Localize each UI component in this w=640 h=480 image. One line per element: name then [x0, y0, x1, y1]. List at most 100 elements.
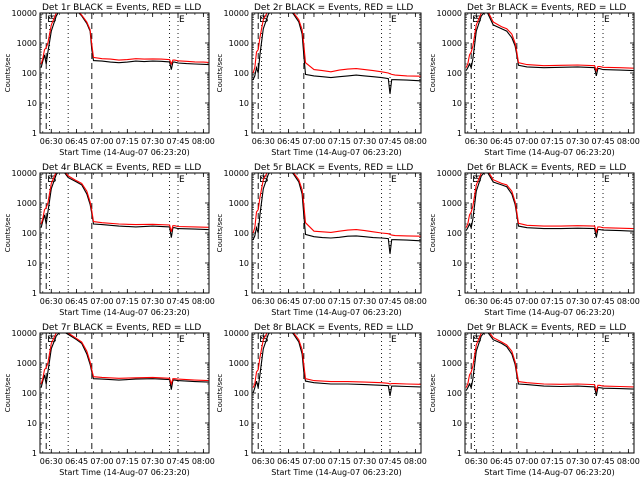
plot-frame: [251, 172, 422, 294]
x-tick-label: 08:00: [404, 137, 427, 146]
time-marker-label: E: [179, 175, 185, 185]
series-lld-line: [40, 13, 209, 66]
y-tick-label: 100: [22, 389, 37, 398]
time-marker-label: S: [51, 335, 57, 345]
x-axis-label: Start Time (14-Aug-07 06:23:20): [59, 468, 190, 477]
y-tick-label: 100: [22, 229, 37, 238]
time-marker-label: S: [263, 335, 269, 345]
panel-title: Det 1r BLACK = Events, RED = LLD: [42, 3, 201, 13]
x-tick-label: 06:30: [252, 457, 275, 466]
y-tick-label: 1: [457, 289, 462, 298]
x-tick-label: 07:15: [541, 137, 564, 146]
y-tick-label: 1000: [229, 39, 249, 48]
y-tick-label: 100: [447, 389, 462, 398]
panel-title: Det 9r BLACK = Events, RED = LLD: [467, 323, 626, 333]
x-tick-label: 07:45: [591, 297, 614, 306]
time-marker-label: E: [472, 175, 478, 185]
x-tick-label: 07:15: [328, 137, 351, 146]
panel-9: Det 9r BLACK = Events, RED = LLD Counts/s…: [429, 323, 640, 477]
y-axis-label: Counts/sec: [429, 374, 437, 413]
x-tick-label: 07:00: [515, 297, 538, 306]
x-axis-label: Start Time (14-Aug-07 06:23:20): [59, 308, 190, 317]
y-tick-label: 10: [239, 99, 249, 108]
plot-frame: [251, 12, 422, 134]
x-axis-label: Start Time (14-Aug-07 06:23:20): [271, 148, 402, 157]
time-marker-label: E: [179, 15, 185, 25]
y-tick-label: 10: [27, 99, 37, 108]
y-tick-label: 10: [452, 99, 462, 108]
x-tick-label: 07:30: [566, 457, 589, 466]
y-tick-label: 100: [234, 389, 249, 398]
y-tick-label: 10: [452, 419, 462, 428]
y-axis-label: Counts/sec: [4, 54, 12, 93]
x-tick-label: 07:15: [541, 457, 564, 466]
x-tick-label: 07:45: [166, 137, 189, 146]
y-axis-label: Counts/sec: [429, 54, 437, 93]
y-tick-label: 10: [239, 419, 249, 428]
x-tick-label: 07:45: [591, 457, 614, 466]
panel-3: Det 3r BLACK = Events, RED = LLD Counts/s…: [429, 3, 640, 157]
y-tick-label: 1000: [442, 199, 462, 208]
x-tick-label: 07:30: [353, 297, 376, 306]
panel-title: Det 5r BLACK = Events, RED = LLD: [254, 163, 413, 173]
x-tick-label: 07:15: [541, 297, 564, 306]
y-tick-label: 1: [32, 449, 37, 458]
x-tick-label: 06:30: [40, 457, 63, 466]
plot-frame: [464, 172, 635, 294]
panel-title: Det 6r BLACK = Events, RED = LLD: [467, 163, 626, 173]
panel-7: Det 7r BLACK = Events, RED = LLD Counts/s…: [4, 323, 215, 477]
time-marker-label: E: [391, 15, 397, 25]
x-tick-label: 06:30: [252, 137, 275, 146]
y-tick-label: 100: [22, 69, 37, 78]
x-tick-label: 06:45: [277, 457, 300, 466]
time-marker-label: S: [51, 175, 57, 185]
x-tick-label: 07:00: [90, 297, 113, 306]
panel-title: Det 2r BLACK = Events, RED = LLD: [254, 3, 413, 13]
x-tick-label: 07:00: [90, 137, 113, 146]
x-tick-label: 07:30: [353, 137, 376, 146]
x-tick-label: 08:00: [192, 297, 215, 306]
y-tick-label: 100: [234, 229, 249, 238]
plot-frame: [39, 332, 210, 454]
time-marker-label: E: [179, 335, 185, 345]
plot-frame: [39, 172, 210, 294]
y-tick-label: 1: [244, 129, 249, 138]
series-lld-line: [252, 13, 421, 77]
x-tick-label: 08:00: [617, 137, 640, 146]
y-axis-label: Counts/sec: [216, 374, 224, 413]
x-tick-label: 06:45: [490, 457, 513, 466]
x-tick-label: 06:45: [277, 297, 300, 306]
series-lld-line: [252, 333, 421, 388]
series-lld-line: [465, 173, 634, 234]
y-axis-label: Counts/sec: [429, 214, 437, 253]
y-tick-label: 10000: [437, 169, 462, 178]
x-tick-label: 07:15: [116, 297, 139, 306]
x-tick-label: 07:30: [141, 457, 164, 466]
time-marker-label: E: [604, 335, 610, 345]
series-lld-line: [40, 173, 209, 232]
x-tick-label: 06:30: [465, 297, 488, 306]
x-tick-label: 06:30: [465, 457, 488, 466]
y-tick-label: 1: [457, 449, 462, 458]
series-events-line: [252, 13, 421, 95]
y-tick-label: 1: [32, 129, 37, 138]
x-tick-label: 07:15: [116, 137, 139, 146]
x-tick-label: 07:00: [302, 137, 325, 146]
y-tick-label: 10: [27, 259, 37, 268]
x-tick-label: 06:30: [40, 297, 63, 306]
x-tick-label: 07:30: [141, 137, 164, 146]
y-tick-label: 10: [239, 259, 249, 268]
y-tick-label: 1000: [229, 199, 249, 208]
y-tick-label: 1000: [442, 359, 462, 368]
y-tick-label: 100: [447, 69, 462, 78]
series-events-line: [252, 173, 421, 255]
y-tick-label: 1000: [17, 39, 37, 48]
x-tick-label: 08:00: [192, 457, 215, 466]
time-marker-label: E: [47, 335, 53, 345]
x-tick-label: 06:45: [490, 297, 513, 306]
time-marker-label: E: [47, 15, 53, 25]
series-lld-line: [40, 333, 209, 386]
x-tick-label: 06:45: [65, 137, 88, 146]
y-tick-label: 10: [27, 419, 37, 428]
panel-2: Det 2r BLACK = Events, RED = LLD Counts/s…: [216, 3, 427, 157]
